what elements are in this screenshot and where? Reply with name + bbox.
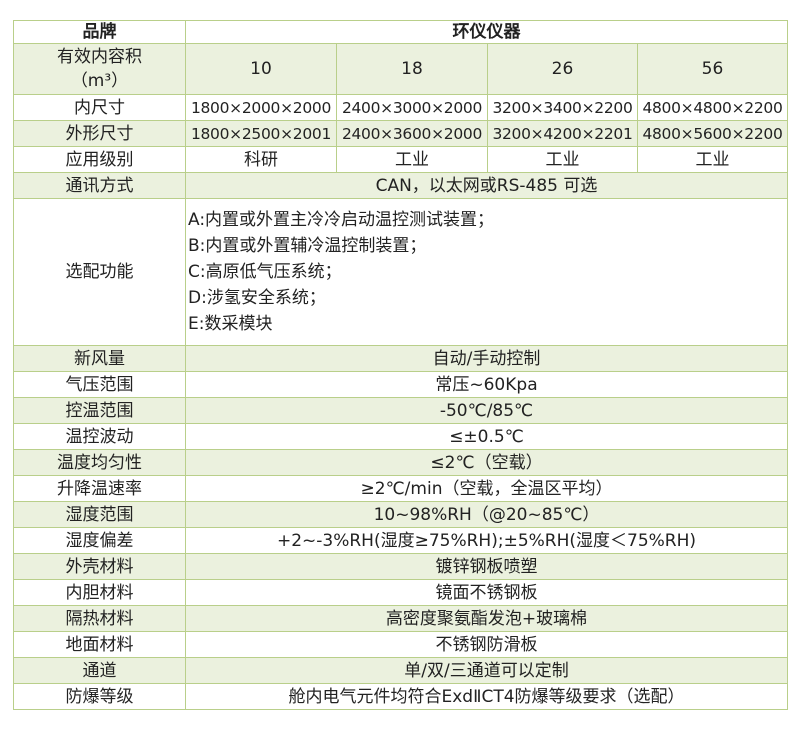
cell-label: 选配功能 [13, 198, 186, 346]
cell-value: 1800×2500×2001 [185, 120, 337, 147]
option-item: D:涉氢安全系统； [188, 288, 326, 308]
cell-label: 通讯方式 [13, 172, 186, 199]
cell-value: CAN，以太网或RS-485 可选 [185, 172, 788, 199]
cell-value: 科研 [185, 146, 337, 173]
cell-label: 地面材料 [13, 631, 186, 658]
cell-value: 10~98%RH（@20~85℃） [185, 501, 788, 528]
cell-value: 56 [637, 43, 788, 95]
cell-value: -50℃/85℃ [185, 397, 788, 424]
cell-value: 镀锌钢板喷塑 [185, 553, 788, 580]
cell-label: 防爆等级 [13, 683, 186, 710]
cell-value: 环仪仪器 [185, 20, 788, 44]
cell-label: 内胆材料 [13, 579, 186, 606]
cell-value: 4800×4800×2200 [637, 94, 788, 121]
option-item: B:内置或外置辅冷温控制装置； [188, 236, 427, 256]
option-item: A:内置或外置主冷冷启动温控测试装置； [188, 210, 495, 230]
spec-row: 隔热材料 高密度聚氨酯发泡+玻璃棉 [13, 605, 788, 632]
row-options: 选配功能 A:内置或外置主冷冷启动温控测试装置； B:内置或外置辅冷温控制装置；… [13, 198, 788, 346]
row-application: 应用级别 科研 工业 工业 工业 [13, 146, 788, 173]
cell-value: 工业 [637, 146, 788, 173]
spec-row: 温控波动 ≤±0.5℃ [13, 423, 788, 450]
cell-value: 舱内电气元件均符合ExdⅡCT4防爆等级要求（选配） [185, 683, 788, 710]
spec-row: 温度均匀性 ≤2℃（空载） [13, 449, 788, 476]
cell-value: 工业 [487, 146, 638, 173]
spec-row: 防爆等级 舱内电气元件均符合ExdⅡCT4防爆等级要求（选配） [13, 683, 788, 710]
spec-row: 通道 单/双/三通道可以定制 [13, 657, 788, 684]
cell-label: 外壳材料 [13, 553, 186, 580]
cell-value: 自动/手动控制 [185, 345, 788, 372]
cell-value: 10 [185, 43, 337, 95]
spec-table: 品牌 环仪仪器 有效内容积 （m³） 10 18 26 56 内尺寸 1800×2… [13, 20, 788, 710]
cell-label: 湿度范围 [13, 501, 186, 528]
spec-row: 内胆材料 镜面不锈钢板 [13, 579, 788, 606]
cell-label: 应用级别 [13, 146, 186, 173]
cell-value: 单/双/三通道可以定制 [185, 657, 788, 684]
cell-label: 气压范围 [13, 371, 186, 398]
cell-label: 湿度偏差 [13, 527, 186, 554]
row-outer-size: 外形尺寸 1800×2500×2001 2400×3600×2000 3200×… [13, 120, 788, 147]
option-item: E:数采模块 [188, 314, 273, 334]
spec-row: 湿度范围 10~98%RH（@20~85℃） [13, 501, 788, 528]
cell-label: 温控波动 [13, 423, 186, 450]
spec-row: 控温范围 -50℃/85℃ [13, 397, 788, 424]
spec-row: 升降温速率 ≥2℃/min（空载，全温区平均） [13, 475, 788, 502]
row-volume: 有效内容积 （m³） 10 18 26 56 [13, 43, 788, 95]
cell-label: 温度均匀性 [13, 449, 186, 476]
spec-row: 气压范围 常压~60Kpa [13, 371, 788, 398]
cell-value: 工业 [336, 146, 488, 173]
option-item: C:高原低气压系统； [188, 262, 342, 282]
row-communication: 通讯方式 CAN，以太网或RS-485 可选 [13, 172, 788, 199]
row-brand: 品牌 环仪仪器 [13, 20, 788, 44]
spec-row: 外壳材料 镀锌钢板喷塑 [13, 553, 788, 580]
cell-label: 有效内容积 （m³） [13, 43, 186, 95]
cell-label: 品牌 [13, 20, 186, 44]
options-list: A:内置或外置主冷冷启动温控测试装置； B:内置或外置辅冷温控制装置； C:高原… [185, 198, 788, 346]
cell-label: 内尺寸 [13, 94, 186, 121]
cell-value: 不锈钢防滑板 [185, 631, 788, 658]
cell-value: 2400×3600×2000 [336, 120, 488, 147]
cell-value: 3200×4200×2201 [487, 120, 638, 147]
cell-value: 26 [487, 43, 638, 95]
cell-value: 18 [336, 43, 488, 95]
cell-value: 1800×2000×2000 [185, 94, 337, 121]
cell-label: 升降温速率 [13, 475, 186, 502]
spec-row: 湿度偏差 +2~-3%RH(湿度≥75%RH);±5%RH(湿度＜75%RH) [13, 527, 788, 554]
cell-value: 3200×3400×2200 [487, 94, 638, 121]
cell-value: +2~-3%RH(湿度≥75%RH);±5%RH(湿度＜75%RH) [185, 527, 788, 554]
cell-value: 高密度聚氨酯发泡+玻璃棉 [185, 605, 788, 632]
volume-unit: （m³） [70, 71, 129, 91]
cell-label: 控温范围 [13, 397, 186, 424]
cell-value: 2400×3000×2000 [336, 94, 488, 121]
cell-value: ≤2℃（空载） [185, 449, 788, 476]
cell-label: 通道 [13, 657, 186, 684]
volume-label: 有效内容积 [57, 47, 142, 67]
cell-value: 常压~60Kpa [185, 371, 788, 398]
cell-label: 新风量 [13, 345, 186, 372]
cell-label: 外形尺寸 [13, 120, 186, 147]
row-inner-size: 内尺寸 1800×2000×2000 2400×3000×2000 3200×3… [13, 94, 788, 121]
cell-label: 隔热材料 [13, 605, 186, 632]
cell-value: 镜面不锈钢板 [185, 579, 788, 606]
cell-value: 4800×5600×2200 [637, 120, 788, 147]
cell-value: ≤±0.5℃ [185, 423, 788, 450]
spec-row: 地面材料 不锈钢防滑板 [13, 631, 788, 658]
spec-row: 新风量 自动/手动控制 [13, 345, 788, 372]
cell-value: ≥2℃/min（空载，全温区平均） [185, 475, 788, 502]
